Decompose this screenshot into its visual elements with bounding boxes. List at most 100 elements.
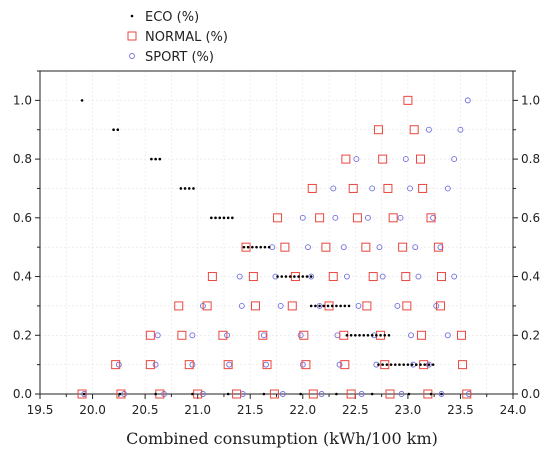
- data-point: [152, 361, 159, 368]
- data-point: [174, 301, 184, 311]
- data-point: [293, 275, 296, 278]
- x-tick-label: 22.5: [342, 403, 369, 417]
- data-point: [358, 391, 365, 397]
- data-point: [273, 213, 283, 223]
- data-point: [401, 272, 411, 282]
- data-point: [393, 363, 397, 366]
- data-point: [440, 392, 443, 396]
- data-marks: [77, 95, 472, 399]
- data-point: [231, 216, 234, 220]
- data-point: [259, 245, 263, 249]
- data-point: [267, 245, 271, 249]
- grid: [39, 70, 514, 395]
- data-point: [341, 154, 351, 164]
- y-tick-label-right: 0.4: [521, 270, 540, 284]
- data-point: [145, 330, 155, 340]
- data-point: [116, 128, 120, 132]
- data-point: [387, 333, 391, 337]
- data-point: [464, 97, 471, 104]
- data-point: [346, 389, 356, 399]
- data-point: [150, 157, 153, 161]
- data-point: [279, 391, 286, 397]
- x-tick-label: 20.0: [79, 403, 106, 417]
- data-point: [80, 99, 84, 102]
- data-point: [456, 330, 466, 340]
- data-point: [438, 391, 445, 397]
- data-point: [437, 272, 447, 282]
- data-point: [383, 333, 387, 337]
- data-point: [407, 392, 411, 396]
- data-point: [335, 392, 338, 396]
- data-point: [326, 304, 330, 308]
- data-point: [315, 213, 325, 223]
- data-point: [77, 389, 87, 399]
- data-point: [287, 301, 297, 311]
- data-point: [251, 245, 254, 249]
- x-tick-label: 23.5: [447, 403, 474, 417]
- axes: 19.5 20.0 20.5 21.0 21.5 22.0 22.5 23.0 23.5 24.0…: [13, 70, 540, 417]
- y-tick-label-right: 0.8: [521, 152, 540, 166]
- y-tick-label-right: 1.0: [521, 93, 540, 107]
- data-point: [299, 361, 306, 368]
- data-point: [276, 275, 279, 278]
- data-point: [343, 304, 347, 308]
- data-point: [348, 183, 358, 193]
- data-point: [116, 389, 126, 399]
- data-point: [222, 216, 226, 220]
- data-point: [263, 245, 267, 249]
- data-point: [258, 330, 268, 340]
- data-point: [423, 363, 427, 366]
- data-point: [309, 275, 313, 278]
- data-point: [154, 392, 157, 396]
- data-point: [457, 126, 464, 133]
- data-point: [179, 187, 183, 190]
- data-point: [280, 242, 290, 252]
- data-point: [377, 363, 380, 366]
- data-point: [308, 389, 318, 399]
- x-tick-label: 19.5: [27, 403, 54, 417]
- data-point: [410, 363, 414, 366]
- x-tick-label: 24.0: [500, 403, 527, 417]
- data-point: [246, 245, 250, 249]
- data-point: [368, 272, 378, 282]
- data-point: [184, 360, 194, 370]
- data-point: [397, 214, 404, 221]
- legend-label: SPORT (%): [145, 50, 214, 65]
- legend: ECO (%) NORMAL (%) SPORT (%): [127, 10, 228, 65]
- data-point: [409, 125, 419, 135]
- data-point: [321, 242, 331, 252]
- data-point: [398, 242, 408, 252]
- y-tick-label-left: 0.4: [13, 270, 32, 284]
- data-point: [385, 389, 395, 399]
- data-point: [309, 304, 313, 308]
- data-point: [381, 363, 384, 366]
- data-point: [236, 273, 243, 280]
- data-point: [347, 304, 351, 308]
- data-point: [218, 330, 228, 340]
- data-point: [242, 245, 246, 249]
- data-point: [269, 389, 279, 399]
- data-point: [380, 360, 390, 370]
- data-point: [202, 301, 212, 311]
- data-point: [362, 301, 372, 311]
- data-point: [419, 363, 422, 366]
- data-point: [379, 273, 386, 280]
- data-point: [214, 216, 217, 220]
- data-point: [288, 275, 292, 278]
- data-point: [407, 185, 413, 192]
- data-point: [307, 183, 317, 193]
- data-point: [183, 187, 187, 190]
- data-point: [145, 360, 155, 370]
- data-point: [427, 363, 431, 366]
- series-square: [77, 95, 472, 399]
- data-point: [402, 363, 405, 366]
- x-tick-label: 22.0: [289, 403, 316, 417]
- data-point: [412, 244, 419, 251]
- data-point: [394, 302, 401, 309]
- data-point: [262, 360, 272, 370]
- data-point: [280, 275, 284, 278]
- data-point: [158, 157, 162, 161]
- data-point: [462, 389, 472, 399]
- data-point: [210, 216, 213, 220]
